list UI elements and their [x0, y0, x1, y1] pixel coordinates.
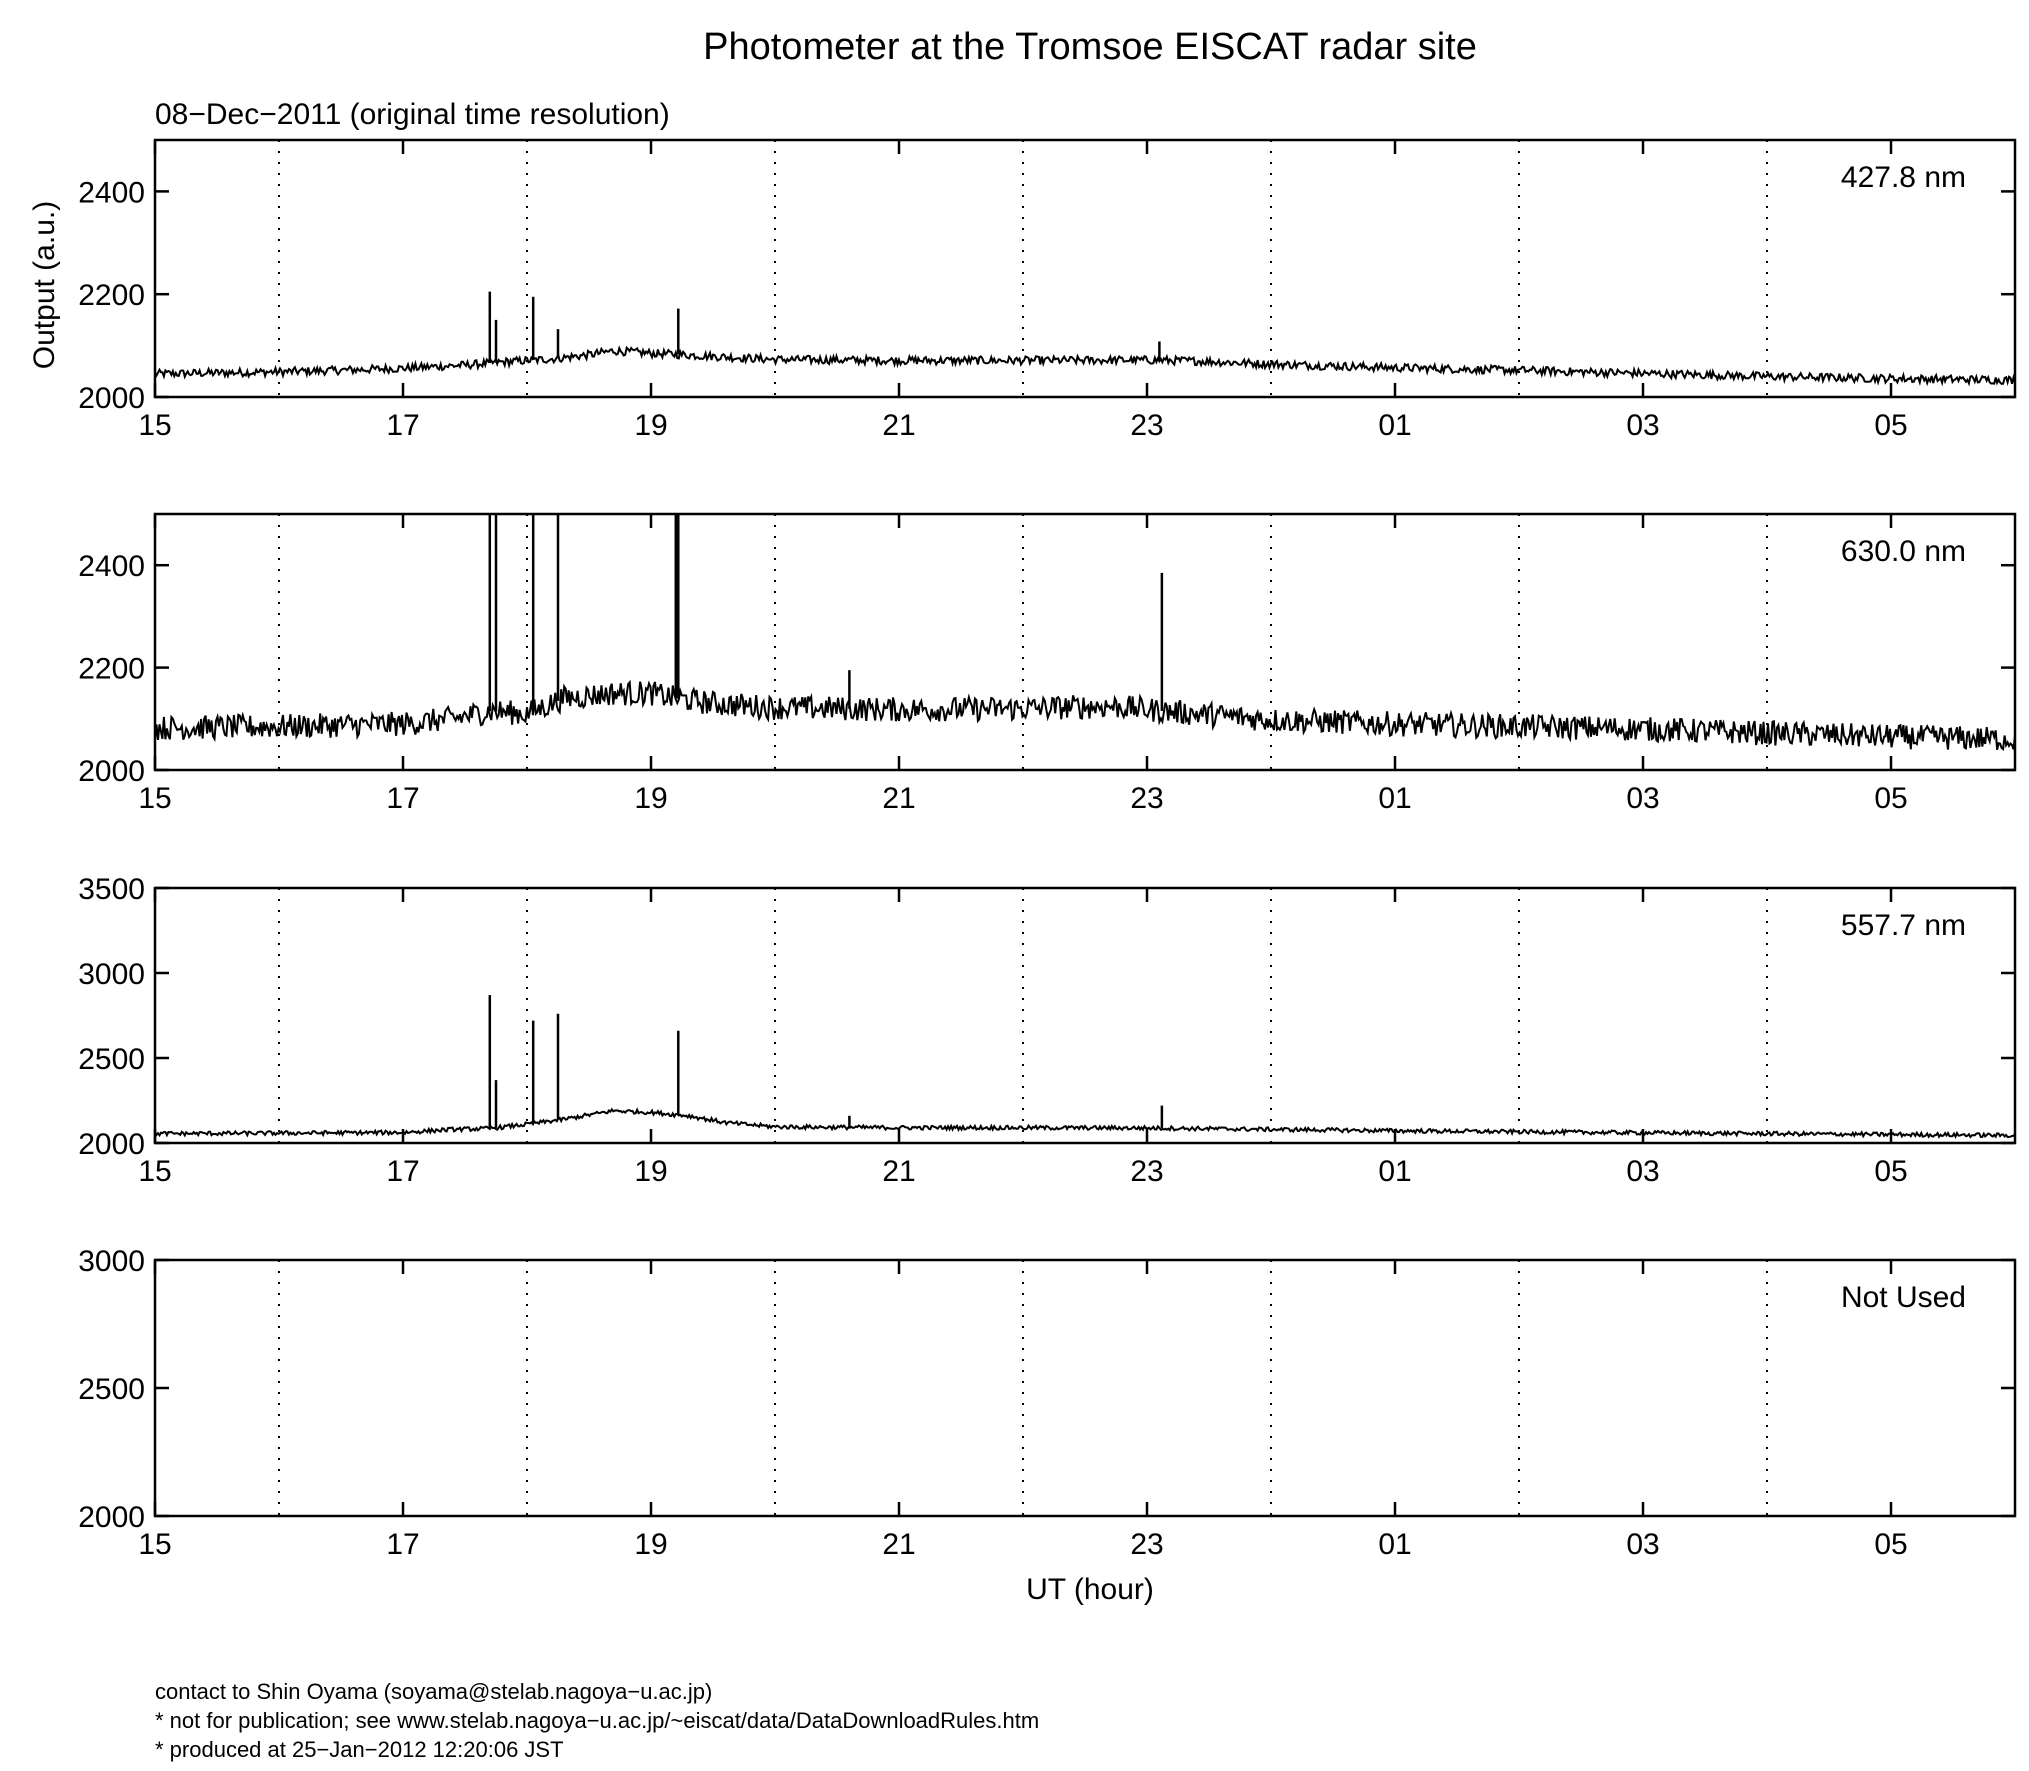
chart-subtitle: 08−Dec−2011 (original time resolution) [155, 98, 670, 131]
plot-frame [153, 138, 2017, 399]
y-tick-label: 3500 [78, 873, 145, 906]
x-tick-label: 05 [1874, 1155, 1907, 1188]
panel-label: 557.7 nm [1841, 909, 1966, 942]
x-tick-label: 01 [1378, 782, 1411, 815]
y-tick-label: 2000 [78, 1128, 145, 1161]
panel-label: 630.0 nm [1841, 535, 1966, 568]
x-tick-label: 05 [1874, 1528, 1907, 1561]
x-tick-label: 05 [1874, 782, 1907, 815]
y-tick-label: 2200 [78, 653, 145, 686]
x-tick-label: 03 [1626, 1528, 1659, 1561]
series-line-0 [154, 345, 2016, 387]
y-tick-label: 3000 [78, 958, 145, 991]
footer-produced: * produced at 25−Jan−2012 12:20:06 JST [155, 1737, 564, 1762]
x-tick-label: 17 [386, 409, 419, 442]
x-tick-label: 17 [386, 782, 419, 815]
plot-frame [153, 886, 2017, 1145]
x-tick-label: 15 [138, 1528, 171, 1561]
x-tick-label: 03 [1626, 1155, 1659, 1188]
x-tick-label: 15 [138, 782, 171, 815]
x-tick-label: 01 [1378, 1528, 1411, 1561]
y-tick-label: 2000 [78, 1501, 145, 1534]
x-tick-label: 03 [1626, 409, 1659, 442]
series-line-2 [154, 1107, 2016, 1140]
x-tick-label: 15 [138, 1155, 171, 1188]
x-tick-label: 23 [1130, 409, 1163, 442]
y-tick-label: 3000 [78, 1245, 145, 1278]
x-tick-label: 19 [634, 1155, 667, 1188]
x-tick-label: 05 [1874, 409, 1907, 442]
footer-notice: * not for publication; see www.stelab.na… [155, 1708, 1040, 1733]
x-tick-label: 17 [386, 1528, 419, 1561]
x-tick-label: 21 [882, 782, 915, 815]
y-tick-label: 2000 [78, 382, 145, 415]
x-tick-label: 15 [138, 409, 171, 442]
x-tick-label: 23 [1130, 782, 1163, 815]
panel-label: 427.8 nm [1841, 161, 1966, 194]
x-tick-label: 19 [634, 1528, 667, 1561]
y-tick-label: 2400 [78, 550, 145, 583]
x-tick-label: 23 [1130, 1155, 1163, 1188]
x-tick-label: 17 [386, 1155, 419, 1188]
x-tick-label: 19 [634, 782, 667, 815]
x-tick-label: 23 [1130, 1528, 1163, 1561]
panel-label: Not Used [1841, 1281, 1966, 1314]
footer-notes: contact to Shin Oyama (soyama@stelab.nag… [155, 1677, 1039, 1764]
x-tick-label: 21 [882, 409, 915, 442]
plot-frame [153, 512, 2017, 772]
y-tick-label: 2400 [78, 176, 145, 209]
x-axis-label: UT (hour) [1026, 1573, 1154, 1606]
x-tick-label: 21 [882, 1155, 915, 1188]
chart-title: Photometer at the Tromsoe EISCAT radar s… [703, 26, 1477, 68]
series-line-1 [154, 679, 2016, 751]
y-tick-label: 2500 [78, 1373, 145, 1406]
footer-contact: contact to Shin Oyama (soyama@stelab.nag… [155, 1679, 713, 1704]
x-tick-label: 01 [1378, 1155, 1411, 1188]
y-tick-label: 2000 [78, 755, 145, 788]
x-tick-label: 01 [1378, 409, 1411, 442]
plot-frame [153, 1258, 2017, 1518]
x-tick-label: 21 [882, 1528, 915, 1561]
x-tick-label: 19 [634, 409, 667, 442]
y-tick-label: 2500 [78, 1043, 145, 1076]
y-tick-label: 2200 [78, 279, 145, 312]
x-tick-label: 03 [1626, 782, 1659, 815]
